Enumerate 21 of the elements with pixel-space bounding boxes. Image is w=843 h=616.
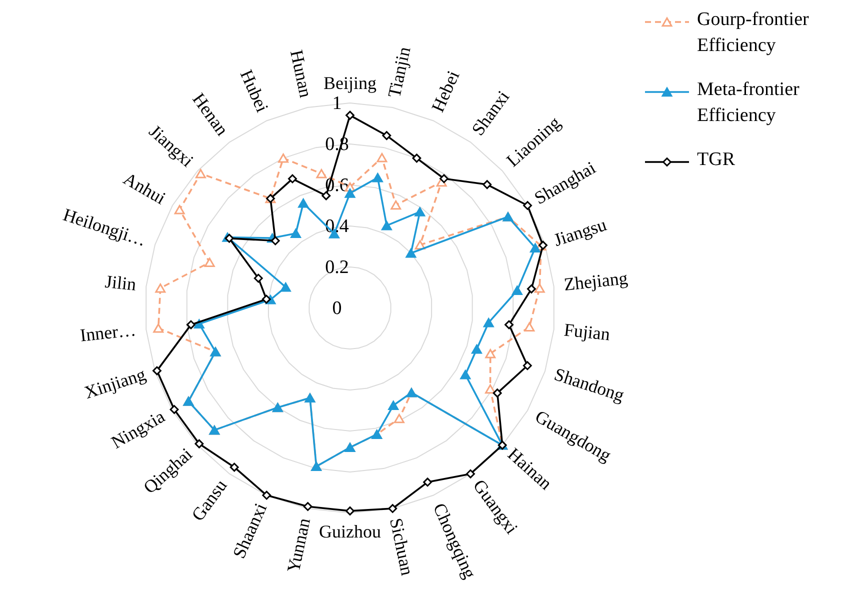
y-tick-label: 1 xyxy=(332,93,342,114)
spoke-label: Sichuan xyxy=(386,516,418,578)
spoke-label: Anhui xyxy=(120,168,170,208)
spoke-label: Guizhou xyxy=(319,521,381,542)
spoke-label: Fujian xyxy=(563,320,611,344)
y-tick-label: 0 xyxy=(332,298,342,319)
y-tick-label: 0.2 xyxy=(325,257,349,278)
spoke-label: Tianjin xyxy=(384,44,414,100)
spoke-label: Hubei xyxy=(236,66,272,116)
spoke-label: Inner… xyxy=(79,320,137,346)
legend-label: TGR xyxy=(697,149,736,170)
spoke-label: Zhejiang xyxy=(562,268,629,294)
legend-label: Meta-frontier Efficiency xyxy=(697,79,800,126)
spoke-label: Xinjiang xyxy=(82,364,148,403)
spoke-label: Beijing xyxy=(324,72,376,93)
spoke-label: Yunnan xyxy=(283,516,314,574)
spoke-label: Hebei xyxy=(428,68,464,116)
spoke-label: Jilin xyxy=(104,271,138,294)
spoke-label: Jiangsu xyxy=(551,214,609,250)
legend-label: Gourp-frontier Efficiency xyxy=(697,9,810,56)
spoke-label: Hunan xyxy=(286,48,316,100)
